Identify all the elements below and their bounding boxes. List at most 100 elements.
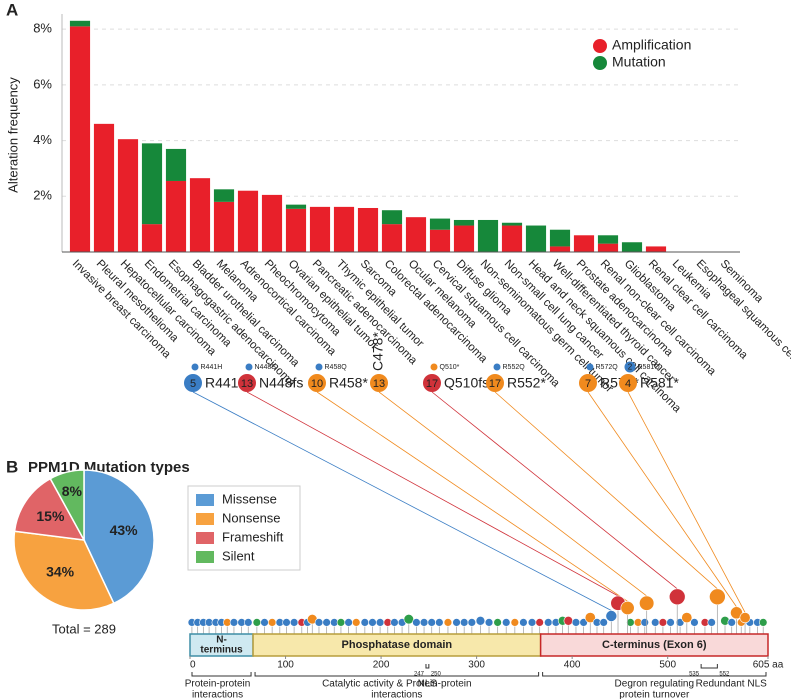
y-tick-label: 6% [33,76,52,91]
connector [627,391,746,613]
region-label: Protein-protein [185,679,251,690]
region-label: protein turnover [619,690,690,699]
site-head [502,618,511,627]
site-head [360,618,370,627]
nls-tick: 535 [689,672,700,678]
x-tick-label: 100 [277,660,294,671]
label-badge [423,374,441,392]
bar-segment [549,246,571,252]
bar-segment [69,20,91,27]
bar-segment [189,178,211,252]
bar-segment [477,219,499,252]
connector [587,391,737,607]
site-head [668,588,686,606]
label-badge [370,374,388,392]
region-label: interactions [192,690,243,699]
bar-segment [549,229,571,247]
y-tick-label: 8% [33,21,52,36]
bar-segment [453,219,475,226]
nls-tick: 247 [414,672,425,678]
site-head [579,618,588,627]
site-count: 13 [241,378,253,390]
site-head [727,618,736,627]
site-count: 17 [426,378,438,390]
label-badge [619,374,637,392]
site-label: C478* [370,332,386,371]
site-head [584,612,596,624]
x-tick-label: 300 [468,660,485,671]
site-head [605,610,618,622]
site-head [443,618,453,627]
nls-label: Redundant NLS [696,679,767,690]
site-head [336,618,346,627]
site-head [435,618,444,627]
site-count: 5 [190,378,196,390]
bar-segment [69,26,91,252]
alt-badge [624,361,636,373]
slice-label: 34% [46,564,75,580]
alt-badge [191,363,199,371]
site-head [427,618,436,627]
legend-swatch [196,513,214,525]
pie-slice [83,469,155,605]
site-head [344,618,353,627]
nls-label: NLS [418,679,438,690]
site-head [493,618,502,627]
alt-label: R581Q [638,364,661,371]
alt-label: R441H [201,364,223,371]
alt-label: R552Q [503,364,526,371]
alt-label: R572Q [596,364,619,371]
bar-segment [597,235,619,244]
site-head [459,618,469,627]
domain [539,633,769,657]
site-count: 7 [585,378,591,390]
pie-slice [49,469,85,541]
alt-badge [315,363,323,371]
bar-segment [165,148,187,181]
site-head [282,618,291,627]
bar-segment [213,189,235,202]
bar-segment [93,123,115,252]
bar-segment [141,224,163,252]
pie-slice [13,477,86,541]
bar-segment [381,210,403,225]
chart-title: PPM1D Mutation types [28,459,190,476]
site-head [666,618,675,627]
site-head [571,618,581,627]
nls-bracket [700,664,718,669]
site-head [419,618,429,627]
label-badge [486,374,504,392]
site-head [681,612,693,624]
bar-segment [573,235,595,252]
site-head [260,618,269,627]
site-head [519,618,528,627]
site-head [759,618,768,627]
site-count: 10 [311,378,323,390]
region-label: Degron regulating [615,679,695,690]
y-tick-label: 4% [33,132,52,147]
alt-label: N448S [255,364,277,371]
site-head [563,616,574,626]
bar-segment [597,243,619,252]
alt-count: 2 [628,363,633,372]
x-tick-label: 0 [190,660,196,671]
site-label: N448fs [259,375,303,391]
region-bracket [191,672,252,677]
alt-label: R458Q [325,364,348,371]
site-head [675,618,685,627]
bar-segment [333,206,355,252]
label-badge [308,374,326,392]
site-label: R581* [640,375,679,391]
site-head [244,618,253,627]
site-head [314,618,324,627]
site-head [322,618,331,627]
site-count: 17 [489,378,501,390]
site-count: 13 [373,378,385,390]
bar-segment [237,190,259,252]
site-head [403,614,414,625]
site-label: R441C [205,375,249,391]
legend-label: Nonsense [222,510,281,525]
legend-swatch [196,551,214,563]
legend-swatch [593,56,607,70]
